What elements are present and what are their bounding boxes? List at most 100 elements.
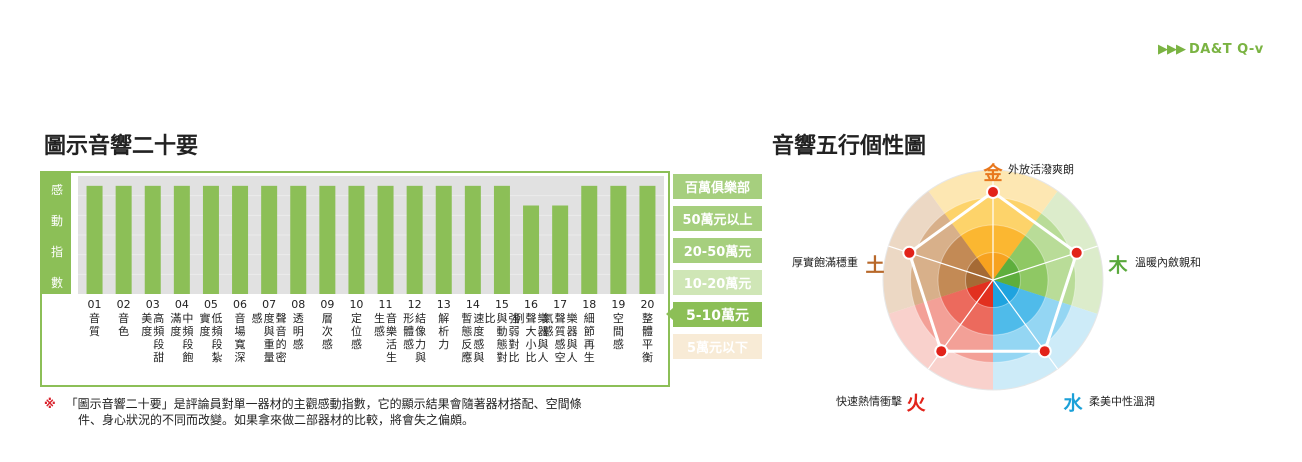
bar [86,185,103,294]
category-label: 音色 [118,311,129,338]
category-label: 音質 [89,311,100,338]
bar [610,185,627,294]
ylabel-char: 指 [51,244,63,259]
category-label: 定位感 [351,311,362,351]
category-label: 高頻段甜美度 [141,311,164,364]
bar-chart-title: 圖示音響二十要 [44,134,199,159]
element-label: 厚實飽滿穩重 [792,255,858,269]
bar [232,185,249,294]
bar [202,185,219,294]
element-glyph: 水 [1063,393,1083,415]
category-label: 速度感與暫態反應 [461,311,484,364]
category-number: 11 [379,298,393,311]
category-number: 16 [524,298,538,311]
category-label: 低頻段紮實度 [199,311,222,364]
element-glyph: 土 [865,255,884,277]
bar [319,185,336,294]
footnote-mark-icon: ※ [44,397,56,411]
category-number: 19 [611,298,625,311]
bar [173,185,190,294]
ylabel-char: 數 [51,276,63,290]
radar-wedge [993,257,1021,289]
bar [552,205,569,294]
category-label: 空間感 [613,311,624,351]
category-number: 05 [204,298,218,311]
category-number: 14 [466,298,480,311]
radar-point [1039,346,1050,357]
bar [290,185,307,294]
category-label: 中頻段飽滿度 [170,312,193,364]
price-level-4: 10-20萬元 [673,270,762,295]
category-number: 09 [320,298,334,311]
category-label: 強弱對比與動態對比 [484,311,519,364]
ylabel-char: 動 [51,214,63,228]
radar-point [936,346,947,357]
category-label: 細節再生 [584,312,595,364]
brand-mark: ▶▶▶ DA&T Q-v [1158,42,1264,57]
category-label: 透明感 [293,312,304,351]
category-number: 20 [640,298,654,311]
category-number: 15 [495,298,509,311]
category-number: 08 [291,298,305,311]
radar-wedge [966,280,993,308]
category-number: 17 [553,298,567,311]
category-number: 12 [408,298,422,311]
element-glyph: 木 [1107,254,1128,277]
radar-chart-title: 音響五行個性圖 [772,134,927,159]
element-glyph: 火 [906,393,926,415]
category-number: 04 [175,298,189,311]
category-label: 音樂活生生感 [374,311,397,364]
element-label: 溫暖內斂親和 [1135,255,1201,269]
category-number: 13 [437,298,451,311]
price-level-1: 百萬俱樂部 [673,174,762,199]
bar [435,185,452,294]
bar [639,185,656,294]
bar [523,205,540,294]
category-label: 結像力與形體感 [403,311,426,364]
category-number: 18 [582,298,596,311]
category-number: 02 [117,298,131,311]
category-label: 層次感 [322,312,333,351]
category-number: 03 [146,298,160,311]
category-number: 10 [349,298,363,311]
brand-text: DA&T Q-v [1189,42,1264,57]
brand-arrows-icon: ▶▶▶ [1158,42,1186,57]
ylabel-column [41,172,71,294]
element-label: 外放活潑爽朗 [1008,162,1074,176]
bar [406,185,423,294]
radar-wedge [993,280,1020,308]
bar [464,185,481,294]
footnote: ※ 「圖示音響二十要」是評論員對單一器材的主觀感動指數，它的顯示結果會隨著器材搭配… [44,396,684,428]
radar-data-polygon [907,190,1079,353]
ylabel-char: 感 [51,182,63,197]
radar-point [904,247,915,258]
footnote-line-1: 「圖示音響二十要」是評論員對單一器材的主觀感動指數，它的顯示結果會隨著器材搭配、… [65,397,582,411]
category-label: 樂器與人聲大小比例 [514,311,549,364]
category-number: 07 [262,298,276,311]
bar [261,185,278,294]
bar [115,185,132,294]
bar [493,185,510,294]
category-label: 解析力 [438,311,449,351]
price-level-6: 5萬元以下 [673,334,762,359]
category-label: 整體平衡 [642,311,653,364]
bar [348,185,365,294]
category-label: 音場寬深 [235,311,246,364]
selected-level-arrow-icon [666,308,673,320]
radar-wedge [965,257,993,289]
bar [581,185,598,294]
radar-point [1071,247,1082,258]
element-label: 快速熱情衝擊 [836,394,902,408]
bar [377,185,394,294]
price-level-2: 50萬元以上 [673,206,762,231]
radar-point [988,187,998,197]
price-level-3: 20-50萬元 [673,238,762,263]
element-glyph: 金 [982,162,1003,185]
bar [144,185,161,294]
element-label: 柔美中性溫潤 [1089,394,1155,408]
footnote-line-2: 件、身心狀況的不同而改變。如果拿來做二部器材的比較，將會失之偏頗。 [78,413,475,427]
category-label: 樂器與人聲質感空氣感 [543,311,578,364]
category-number: 06 [233,298,247,311]
five-elements-radar-chart: 金外放活潑爽朗木 溫暖內斂親和水 柔美中性溫潤 火快速熱情衝擊 土厚實飽滿穩重 [792,162,1201,415]
